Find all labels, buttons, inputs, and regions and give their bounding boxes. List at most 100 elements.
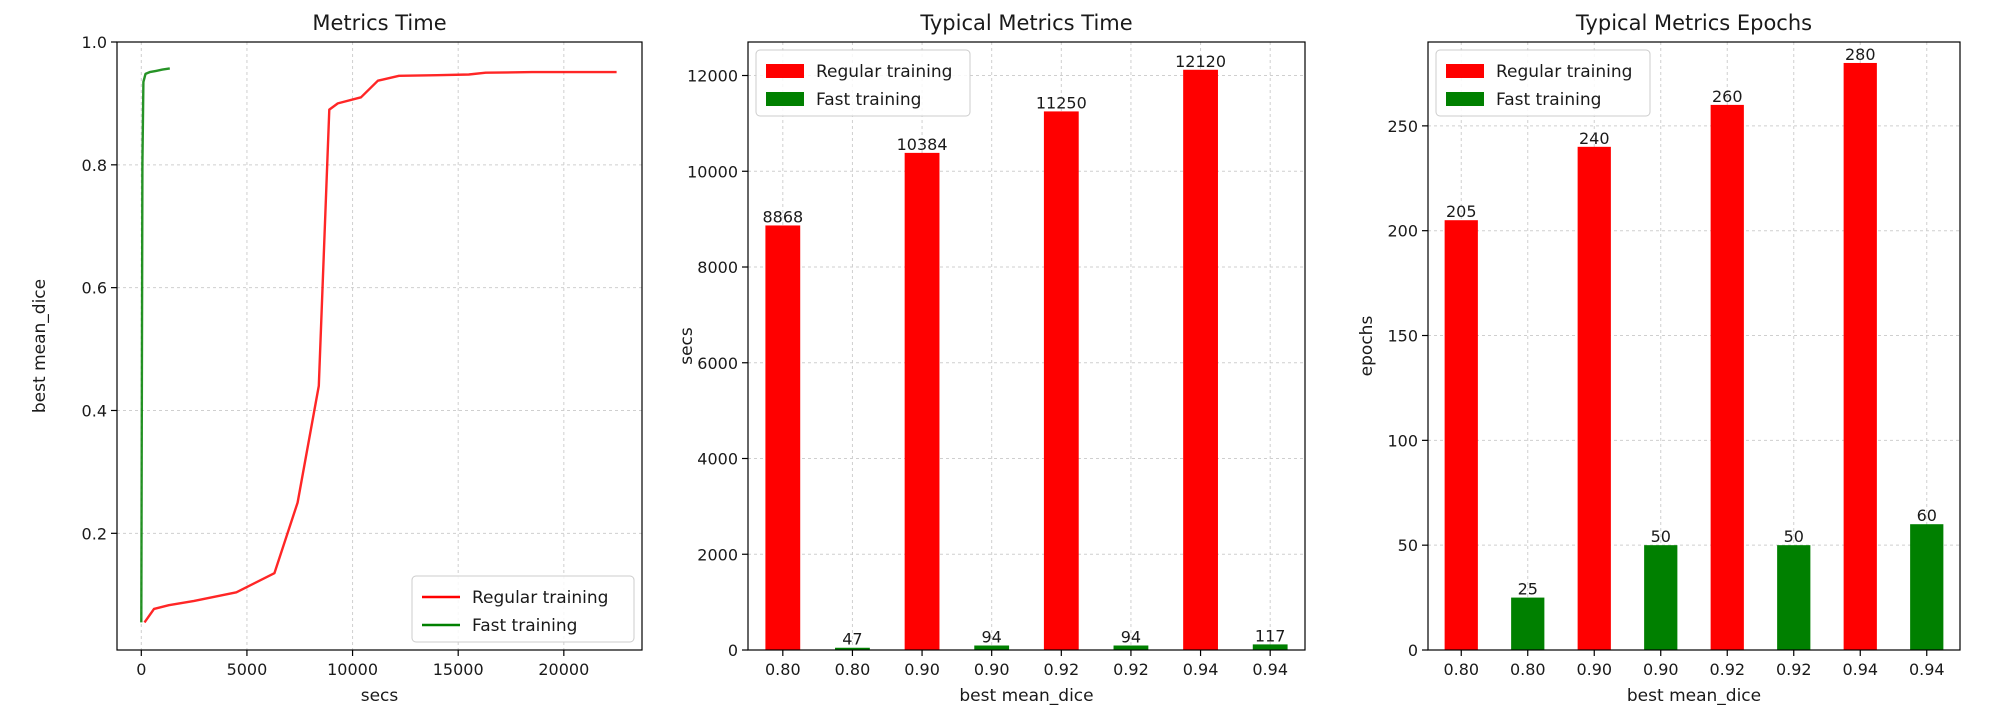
y-tick-label: 6000	[697, 354, 738, 373]
bar-fast-training	[1113, 645, 1149, 650]
bar-value-label: 60	[1917, 506, 1937, 525]
bar-fast-training	[1252, 644, 1288, 650]
bar-regular-training	[1183, 69, 1218, 651]
y-tick-label: 4000	[697, 450, 738, 469]
x-axis-label: best mean_dice	[959, 686, 1093, 706]
legend: Regular training Fast training	[411, 575, 635, 643]
bar-fast-training	[1777, 545, 1811, 650]
bar-value-label: 50	[1784, 527, 1804, 546]
x-tick-label: 0.94	[1252, 660, 1288, 679]
series-line-regular-training	[143, 70, 617, 624]
legend-swatch	[766, 64, 804, 78]
bar-value-label: 240	[1579, 129, 1610, 148]
chart-title: Metrics Time	[312, 11, 446, 35]
x-tick-label: 0.92	[1709, 660, 1745, 679]
subplot-2: Typical Metrics Time 0 2000 4000 6000 8000 100…	[677, 11, 1306, 706]
bar-regular-training	[1444, 220, 1478, 650]
x-tick-label: 10000	[327, 660, 378, 679]
x-tick-label: 0.90	[1576, 660, 1612, 679]
legend-swatch	[766, 92, 804, 106]
series-line-fast-training	[140, 67, 170, 623]
subplot-3: Typical Metrics Epochs 0 50 100 150 200 250 epo…	[1357, 11, 1961, 706]
bar-value-label: 11250	[1036, 93, 1087, 112]
y-tick-label: 0.6	[82, 279, 107, 298]
legend-label: Fast training	[1496, 90, 1601, 110]
y-tick-label: 0.2	[82, 524, 107, 543]
bar-value-label: 47	[842, 630, 862, 649]
bar-regular-training	[1843, 62, 1877, 651]
y-axis-label: secs	[677, 327, 697, 365]
bar-value-label: 94	[1121, 627, 1141, 646]
x-tick-label: 0.90	[1643, 660, 1679, 679]
bar-regular-training	[1577, 146, 1611, 651]
y-tick-label: 12000	[687, 67, 738, 86]
y-tick-label: 8000	[697, 258, 738, 277]
x-tick-label: 0.80	[1510, 660, 1546, 679]
bar-value-label: 260	[1712, 87, 1743, 106]
bar-regular-training	[1043, 111, 1079, 651]
bar-value-label: 12120	[1175, 52, 1226, 71]
legend-label: Regular training	[1496, 62, 1632, 82]
legend: Regular training Fast training	[1435, 49, 1651, 117]
bar-value-label: 8868	[762, 207, 803, 226]
y-axis-label: best mean_dice	[30, 279, 50, 413]
bar-regular-training	[1710, 104, 1744, 651]
legend-label: Fast training	[472, 616, 577, 636]
y-tick-label: 200	[1387, 222, 1418, 241]
bar-fast-training	[1511, 597, 1545, 650]
x-tick-label: 0.80	[1443, 660, 1479, 679]
x-tick-label: 5000	[227, 660, 268, 679]
bar-regular-training	[765, 225, 801, 650]
chart-title: Typical Metrics Time	[919, 11, 1132, 35]
plot-frame	[116, 41, 643, 651]
x-tick-label: 0	[136, 660, 146, 679]
x-tick-label: 0.94	[1909, 660, 1945, 679]
plot-frame	[747, 41, 1306, 651]
legend-swatch	[1446, 64, 1484, 78]
y-tick-label: 10000	[687, 162, 738, 181]
x-tick-label: 0.90	[904, 660, 940, 679]
y-axis-label: epochs	[1357, 316, 1377, 377]
x-tick-label: 0.94	[1183, 660, 1219, 679]
plot-frame	[1427, 41, 1961, 651]
y-tick-label: 0.4	[82, 401, 107, 420]
x-tick-label: 15000	[433, 660, 484, 679]
y-tick-label: 2000	[697, 545, 738, 564]
bar-value-label: 50	[1651, 527, 1671, 546]
legend-label: Fast training	[816, 90, 921, 110]
x-tick-label: 0.80	[835, 660, 871, 679]
bar-fast-training	[1644, 545, 1678, 650]
bar-value-label: 280	[1845, 45, 1876, 64]
bar-fast-training	[1910, 524, 1944, 650]
bar-fast-training	[974, 645, 1010, 650]
y-tick-label: 0	[728, 641, 738, 660]
x-tick-label: 20000	[538, 660, 589, 679]
legend-box	[411, 575, 635, 643]
x-tick-label: 0.92	[1113, 660, 1149, 679]
bar-value-label: 94	[982, 627, 1002, 646]
legend: Regular training Fast training	[755, 49, 971, 117]
legend-label: Regular training	[472, 588, 608, 608]
chart-title: Typical Metrics Epochs	[1575, 11, 1812, 35]
y-tick-label: 0	[1408, 641, 1418, 660]
legend-box	[755, 49, 971, 117]
bar-value-label: 10384	[897, 135, 948, 154]
y-tick-label: 150	[1387, 327, 1418, 346]
x-tick-label: 0.90	[974, 660, 1010, 679]
bar-value-label: 25	[1518, 580, 1538, 599]
bar-regular-training	[904, 152, 940, 650]
bar-value-label: 117	[1255, 626, 1286, 645]
y-tick-label: 1.0	[82, 33, 107, 52]
bar-fast-training	[835, 647, 870, 650]
bar-value-label: 205	[1446, 202, 1477, 221]
x-axis-label: best mean_dice	[1627, 686, 1761, 706]
x-tick-label: 0.92	[1044, 660, 1080, 679]
legend-box	[1435, 49, 1651, 117]
y-tick-label: 250	[1387, 117, 1418, 136]
y-tick-label: 100	[1387, 431, 1418, 450]
y-tick-label: 0.8	[82, 156, 107, 175]
x-tick-label: 0.94	[1842, 660, 1878, 679]
x-tick-label: 0.92	[1776, 660, 1812, 679]
x-axis-label: secs	[361, 686, 399, 706]
